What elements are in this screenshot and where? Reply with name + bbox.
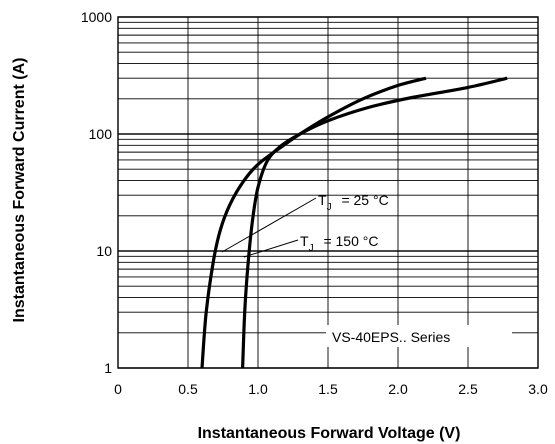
annotation-label-25: TJ = 25 °C: [318, 192, 389, 213]
plot-frame: [117, 16, 539, 369]
y-tick-label: 10: [96, 243, 112, 259]
annotation-leader-150: [243, 239, 299, 258]
series-curve-0: [241, 76, 508, 369]
x-tick-label: 0: [114, 381, 122, 397]
grid-lines: [118, 16, 538, 369]
series-label-bg: [326, 325, 512, 347]
x-axis-title: Instantaneous Forward Voltage (V): [198, 425, 461, 442]
x-tick-labels: 0 0.5 1.0 1.5 2.0 2.5 3.0: [114, 381, 548, 397]
series-curve-1: [200, 76, 427, 369]
annotation-leader-25: [221, 197, 317, 253]
x-tick-label: 1.0: [248, 381, 268, 397]
x-tick-label: 1.5: [318, 381, 338, 397]
x-tick-label: 2.5: [458, 381, 478, 397]
y-tick-label: 1: [104, 360, 112, 376]
annotation-label-150: TJ = 150 °C: [300, 233, 378, 254]
y-tick-label: 1000: [81, 9, 112, 25]
x-tick-label: 0.5: [178, 381, 198, 397]
x-tick-label: 3.0: [528, 381, 548, 397]
y-tick-labels: 1 10 100 1000: [81, 9, 112, 376]
series-label: VS-40EPS.. Series: [332, 329, 450, 345]
data-curves: [200, 76, 508, 369]
y-tick-label: 100: [89, 126, 113, 142]
y-axis-title: Instantaneous Forward Current (A): [11, 58, 28, 323]
x-tick-label: 2.0: [388, 381, 408, 397]
